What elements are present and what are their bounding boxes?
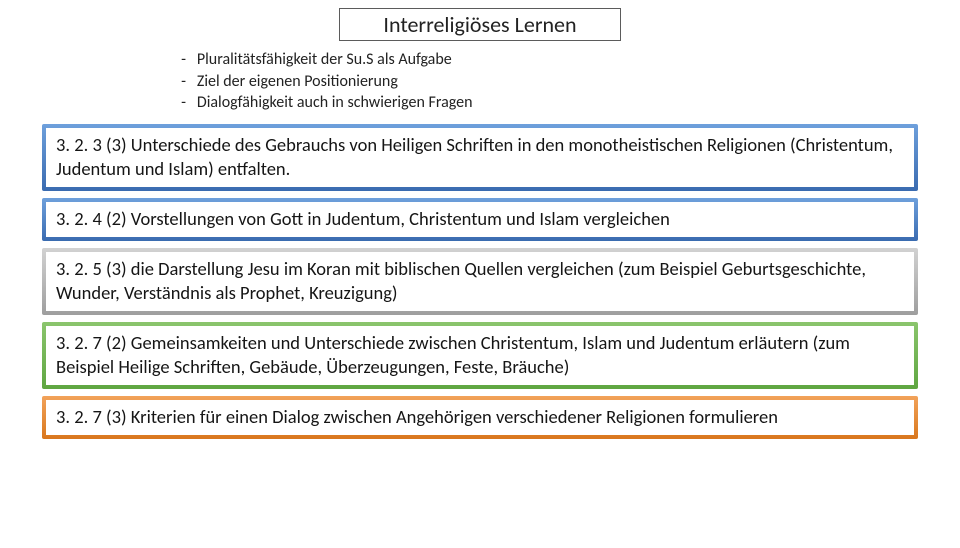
bullet-list: - Pluralitätsfähigkeit der Su.S als Aufg… bbox=[168, 49, 960, 114]
bullet-text: Dialogfähigkeit auch in schwierigen Frag… bbox=[197, 93, 473, 112]
content-text: 3. 2. 3 (3) Unterschiede des Gebrauchs v… bbox=[46, 128, 914, 187]
content-text: 3. 2. 5 (3) die Darstellung Jesu im Kora… bbox=[46, 252, 914, 311]
page-title: Interreligiöses Lernen bbox=[339, 8, 621, 41]
content-text: 3. 2. 7 (2) Gemeinsamkeiten und Untersch… bbox=[46, 326, 914, 385]
bullet-text: Pluralitätsfähigkeit der Su.S als Aufgab… bbox=[197, 50, 452, 69]
content-text: 3. 2. 4 (2) Vorstellungen von Gott in Ju… bbox=[46, 202, 914, 237]
content-bar: 3. 2. 4 (2) Vorstellungen von Gott in Ju… bbox=[42, 198, 918, 241]
list-item: - Pluralitätsfähigkeit der Su.S als Aufg… bbox=[168, 49, 960, 71]
content-text: 3. 2. 7 (3) Kriterien für einen Dialog z… bbox=[46, 400, 914, 435]
bullet-text: Ziel der eigenen Positionierung bbox=[197, 72, 398, 91]
content-bar: 3. 2. 5 (3) die Darstellung Jesu im Kora… bbox=[42, 248, 918, 315]
content-bar: 3. 2. 7 (2) Gemeinsamkeiten und Untersch… bbox=[42, 322, 918, 389]
content-bar: 3. 2. 7 (3) Kriterien für einen Dialog z… bbox=[42, 396, 918, 439]
list-item: - Ziel der eigenen Positionierung bbox=[168, 71, 960, 93]
content-bar: 3. 2. 3 (3) Unterschiede des Gebrauchs v… bbox=[42, 124, 918, 191]
list-item: - Dialogfähigkeit auch in schwierigen Fr… bbox=[168, 92, 960, 114]
